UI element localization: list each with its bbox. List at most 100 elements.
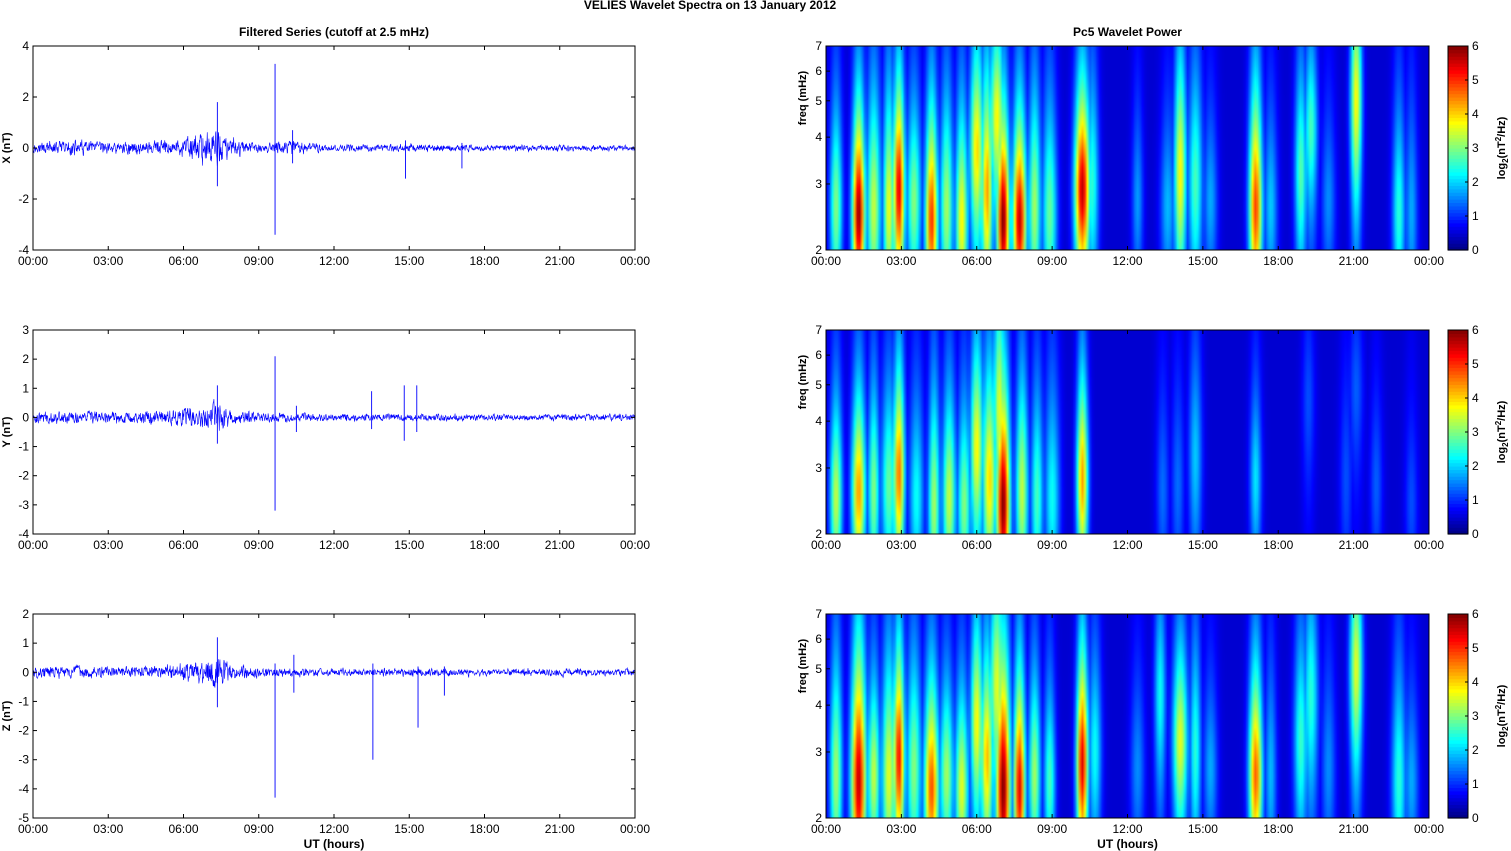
colorbar-swatch <box>1448 336 1468 341</box>
colorbar-swatch <box>1448 712 1468 717</box>
colorbar-swatch <box>1448 415 1468 419</box>
ytick-label: 2 <box>815 811 822 825</box>
colorbar-swatch <box>1448 222 1468 227</box>
colorbar-swatch <box>1448 729 1468 734</box>
colorbar-swatch <box>1448 527 1468 532</box>
spectrum-xtick-label: 12:00 <box>1112 538 1142 552</box>
wavelet-power-map <box>826 46 1429 250</box>
colorbar-tick-label: 3 <box>1472 709 1479 723</box>
series-xtick-label: 09:00 <box>244 254 274 268</box>
colorbar-swatch <box>1448 353 1468 358</box>
series-xtick-label: 06:00 <box>168 254 198 268</box>
colorbar-swatch <box>1448 733 1468 737</box>
series-xtick-label: 03:00 <box>93 254 123 268</box>
colorbar-swatch <box>1448 161 1468 166</box>
ytick-label: 4 <box>815 414 822 428</box>
colorbar-swatch <box>1448 658 1468 663</box>
colorbar-tick-label: 6 <box>1472 39 1479 53</box>
series-trace <box>32 399 636 431</box>
colorbar-swatch <box>1448 131 1468 135</box>
spectrum-xtick-label: 00:00 <box>811 538 841 552</box>
ytick-label: -5 <box>18 811 29 825</box>
colorbar-swatch <box>1448 391 1468 396</box>
series-trace <box>32 659 636 688</box>
colorbar-swatch <box>1448 97 1468 101</box>
colorbar-swatch <box>1448 49 1468 54</box>
colorbar-swatch <box>1448 394 1468 399</box>
ytick-label: -4 <box>18 243 29 257</box>
colorbar-tick-label: 3 <box>1472 425 1479 439</box>
series-xtick-label: 12:00 <box>319 538 349 552</box>
colorbar-swatch <box>1448 52 1468 57</box>
colorbar-swatch <box>1448 370 1468 375</box>
wavelet-power-map <box>826 330 1429 534</box>
colorbar-swatch <box>1448 496 1468 501</box>
colorbar-swatch <box>1448 801 1468 805</box>
series-xtick-label: 12:00 <box>319 822 349 836</box>
colorbar-swatch <box>1448 387 1468 392</box>
colorbar-swatch <box>1448 811 1468 816</box>
colorbar-swatch <box>1448 202 1468 207</box>
colorbar-swatch <box>1448 178 1468 183</box>
colorbar-swatch <box>1448 644 1468 649</box>
colorbar-swatch <box>1448 651 1468 656</box>
colorbar-swatch <box>1448 506 1468 511</box>
colorbar-swatch <box>1448 73 1468 78</box>
ytick-label: 3 <box>815 177 822 191</box>
colorbar-swatch <box>1448 472 1468 477</box>
colorbar-swatch <box>1448 165 1468 169</box>
spectrum-xtick-label: 21:00 <box>1339 538 1369 552</box>
figure-title: VELIES Wavelet Spectra on 13 January 201… <box>584 0 837 12</box>
colorbar-swatch <box>1448 212 1468 217</box>
colorbar-swatch <box>1448 175 1468 180</box>
colorbar-swatch <box>1448 76 1468 81</box>
series-xlabel: UT (hours) <box>304 837 365 851</box>
ytick-label: -3 <box>18 498 29 512</box>
colorbar-tick-label: 0 <box>1472 527 1479 541</box>
colorbar-swatch <box>1448 648 1468 652</box>
series-xtick-label: 00:00 <box>620 538 650 552</box>
colorbar-swatch <box>1448 114 1468 118</box>
ytick-label: 4 <box>815 698 822 712</box>
spectrum-xtick-label: 06:00 <box>962 254 992 268</box>
colorbar-swatch <box>1448 83 1468 88</box>
colorbar-tick-label: 2 <box>1472 743 1479 757</box>
colorbar-swatch <box>1448 100 1468 105</box>
colorbar-tick-label: 5 <box>1472 357 1479 371</box>
colorbar-swatch <box>1448 634 1468 639</box>
colorbar-swatch <box>1448 209 1468 214</box>
colorbar-tick-label: 5 <box>1472 73 1479 87</box>
spectrum-ylabel: freq (mHz) <box>797 354 809 409</box>
colorbar-swatch <box>1448 421 1468 426</box>
ytick-label: 5 <box>815 378 822 392</box>
ytick-label: 2 <box>815 243 822 257</box>
spectrum-xtick-label: 15:00 <box>1188 254 1218 268</box>
colorbar-swatch <box>1448 631 1468 635</box>
colorbar-swatch <box>1448 614 1468 618</box>
colorbar-swatch <box>1448 374 1468 379</box>
colorbar-swatch <box>1448 333 1468 338</box>
colorbar-label: log2(nT2/Hz) <box>1494 116 1510 179</box>
ytick-label: 4 <box>22 39 29 53</box>
colorbar-swatch <box>1448 736 1468 741</box>
spectrum-xtick-label: 03:00 <box>886 538 916 552</box>
colorbar-tick-label: 2 <box>1472 175 1479 189</box>
colorbar-swatch <box>1448 66 1468 71</box>
ytick-label: 2 <box>815 527 822 541</box>
colorbar-swatch <box>1448 134 1468 139</box>
colorbar-swatch <box>1448 199 1468 203</box>
colorbar-swatch <box>1448 192 1468 197</box>
colorbar-swatch <box>1448 442 1468 447</box>
colorbar-swatch <box>1448 432 1468 436</box>
colorbar-swatch <box>1448 137 1468 142</box>
colorbar-swatch <box>1448 243 1468 248</box>
colorbar-swatch <box>1448 770 1468 775</box>
colorbar-swatch <box>1448 340 1468 345</box>
ytick-label: -2 <box>18 192 29 206</box>
colorbar-swatch <box>1448 780 1468 785</box>
colorbar-label: log2(nT2/Hz) <box>1494 684 1510 747</box>
colorbar-swatch <box>1448 699 1468 703</box>
spectrum-xtick-label: 09:00 <box>1037 822 1067 836</box>
spectrum-xtick-label: 21:00 <box>1339 822 1369 836</box>
colorbar-swatch <box>1448 425 1468 430</box>
